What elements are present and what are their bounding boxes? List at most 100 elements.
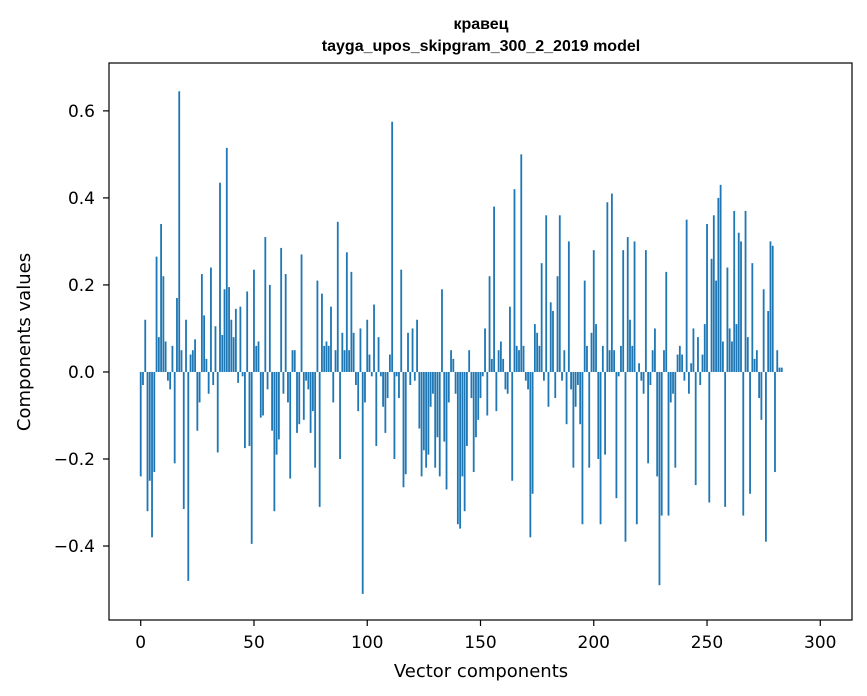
bar-14 bbox=[171, 345, 174, 372]
y-tick-label: 0.6 bbox=[68, 102, 95, 122]
bar-101 bbox=[368, 354, 371, 372]
bar-74 bbox=[307, 371, 310, 390]
bar-96 bbox=[357, 371, 360, 412]
bar-116 bbox=[402, 371, 405, 488]
bar-179 bbox=[545, 215, 548, 372]
bar-282 bbox=[778, 367, 781, 372]
bar-30 bbox=[207, 371, 210, 394]
bar-63 bbox=[282, 371, 285, 394]
bar-187 bbox=[563, 350, 566, 372]
bar-138 bbox=[452, 358, 455, 372]
bar-89 bbox=[341, 332, 344, 372]
bar-253 bbox=[712, 215, 715, 372]
bar-27 bbox=[200, 274, 203, 372]
x-tick-label: 150 bbox=[464, 633, 496, 653]
bar-271 bbox=[753, 358, 756, 372]
bar-232 bbox=[665, 271, 668, 372]
bar-77 bbox=[314, 371, 317, 468]
bar-115 bbox=[400, 269, 403, 372]
bar-104 bbox=[375, 371, 378, 446]
bar-281 bbox=[776, 350, 779, 372]
bar-175 bbox=[536, 332, 539, 372]
bar-154 bbox=[488, 276, 491, 372]
bar-34 bbox=[216, 371, 219, 453]
y-tick-label: 0.0 bbox=[68, 363, 95, 383]
bar-1 bbox=[142, 371, 144, 386]
bar-69 bbox=[296, 371, 298, 433]
bar-120 bbox=[411, 328, 414, 372]
bar-269 bbox=[749, 371, 751, 494]
bar-221 bbox=[640, 371, 643, 381]
bar-198 bbox=[588, 371, 591, 468]
bar-212 bbox=[620, 345, 622, 372]
bar-145 bbox=[468, 350, 471, 372]
bar-32 bbox=[212, 371, 215, 386]
bar-105 bbox=[377, 337, 380, 372]
bar-97 bbox=[359, 328, 362, 372]
bar-23 bbox=[191, 350, 194, 372]
bar-239 bbox=[681, 354, 684, 372]
x-axis-ticks: 0 50 100 150 200 250 300 bbox=[135, 620, 837, 653]
bar-67 bbox=[291, 350, 294, 372]
bar-53 bbox=[259, 371, 262, 418]
bar-203 bbox=[599, 371, 602, 525]
bar-256 bbox=[719, 184, 722, 372]
bar-82 bbox=[325, 341, 328, 372]
bar-201 bbox=[595, 324, 597, 372]
bar-169 bbox=[522, 345, 525, 372]
bar-191 bbox=[572, 371, 575, 468]
bar-24 bbox=[194, 339, 196, 372]
bar-174 bbox=[533, 324, 536, 372]
bar-80 bbox=[321, 293, 323, 372]
bar-86 bbox=[334, 350, 337, 372]
bar-39 bbox=[228, 287, 230, 372]
bar-217 bbox=[631, 345, 634, 372]
bar-265 bbox=[740, 241, 742, 372]
bar-150 bbox=[479, 371, 482, 399]
bar-185 bbox=[558, 215, 561, 372]
bar-272 bbox=[755, 350, 758, 372]
bar-26 bbox=[198, 371, 201, 403]
bar-18 bbox=[180, 350, 183, 372]
bar-93 bbox=[350, 271, 353, 372]
bar-33 bbox=[214, 326, 217, 372]
bar-144 bbox=[466, 371, 468, 446]
bar-129 bbox=[432, 371, 434, 394]
bar-83 bbox=[327, 345, 330, 372]
bar-181 bbox=[549, 302, 552, 372]
y-axis-ticks: −0.4 −0.2 0.0 0.2 0.4 0.6 bbox=[54, 102, 109, 557]
bar-48 bbox=[248, 371, 251, 446]
bar-258 bbox=[724, 371, 727, 507]
bar-156 bbox=[493, 206, 495, 372]
bar-41 bbox=[232, 337, 235, 372]
bar-249 bbox=[703, 324, 706, 372]
bar-165 bbox=[513, 189, 516, 372]
bar-196 bbox=[583, 280, 586, 372]
bar-91 bbox=[345, 252, 348, 372]
bar-231 bbox=[663, 350, 665, 372]
bar-280 bbox=[774, 371, 776, 473]
bar-226 bbox=[651, 350, 654, 372]
bar-159 bbox=[499, 341, 502, 372]
bar-99 bbox=[364, 371, 366, 403]
bar-206 bbox=[606, 202, 609, 372]
bar-142 bbox=[461, 371, 464, 477]
bar-123 bbox=[418, 371, 421, 429]
bar-244 bbox=[692, 328, 695, 372]
bar-47 bbox=[246, 291, 249, 372]
bar-151 bbox=[481, 371, 484, 377]
bar-155 bbox=[490, 358, 493, 372]
bar-214 bbox=[624, 371, 627, 542]
x-tick-label: 100 bbox=[351, 633, 383, 653]
x-tick-label: 50 bbox=[243, 633, 265, 653]
bar-73 bbox=[305, 371, 307, 381]
bar-153 bbox=[486, 371, 489, 416]
bar-251 bbox=[708, 371, 711, 503]
bar-237 bbox=[676, 354, 679, 372]
bar-208 bbox=[610, 193, 613, 372]
bar-182 bbox=[552, 311, 554, 372]
bar-25 bbox=[196, 371, 199, 431]
bar-127 bbox=[427, 371, 430, 455]
bar-167 bbox=[518, 350, 520, 372]
bar-233 bbox=[667, 371, 670, 516]
